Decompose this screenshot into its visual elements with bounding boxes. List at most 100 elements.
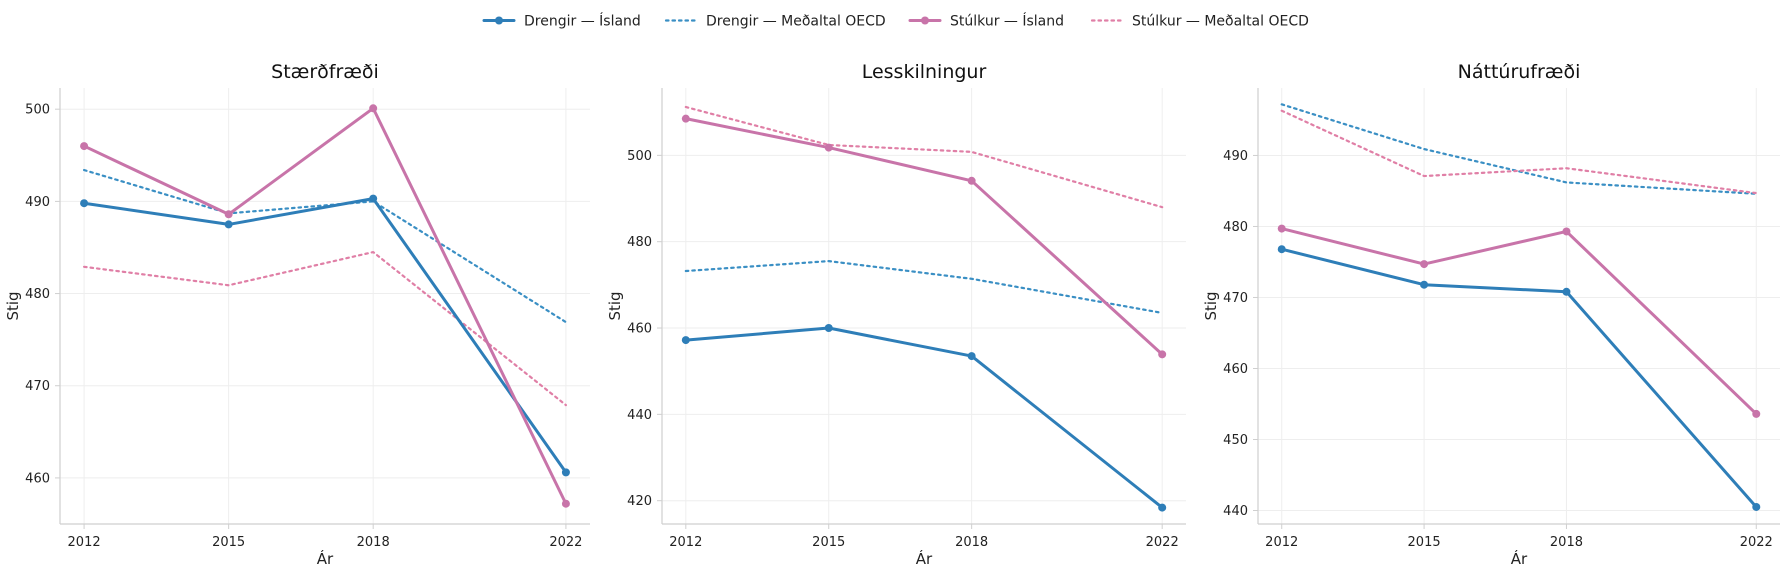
x-tick-label: 2015 (1408, 535, 1441, 550)
series-line (82, 168, 568, 324)
data-point (1420, 280, 1429, 289)
y-tick-label: 470 (25, 379, 50, 394)
data-point (224, 210, 233, 219)
x-tick-label: 2012 (68, 535, 101, 550)
series-drengir-medaltal-oecd (684, 260, 1164, 315)
data-point (80, 142, 89, 151)
series-stulkur-medaltal-oecd (684, 105, 1164, 209)
data-point (1158, 503, 1167, 512)
legend-item-drengir-medaltal-oecd: Drengir — Meðaltal OECD (664, 14, 886, 30)
legend-item-drengir-island: Drengir — Ísland (482, 13, 641, 30)
panel-title: Stærðfræði (271, 61, 379, 83)
x-tick-label: 2012 (669, 535, 702, 550)
series-drengir-island (80, 194, 570, 477)
legend-label: Drengir — Ísland (524, 13, 641, 30)
legend-marker (921, 16, 929, 25)
series-line (82, 197, 568, 474)
x-axis-label: Ár (317, 549, 334, 568)
data-point (1158, 350, 1167, 359)
y-tick-label: 480 (627, 235, 652, 250)
data-point (681, 336, 690, 345)
panel-title: Lesskilningur (862, 61, 987, 83)
series-line (82, 250, 568, 407)
legend-label: Stúlkur — Meðaltal OECD (1132, 14, 1309, 30)
y-axis-label: Stig (4, 291, 22, 320)
data-point (1752, 502, 1761, 511)
data-point (1562, 287, 1571, 296)
series-stulkur-island (80, 104, 570, 508)
data-point (224, 220, 233, 229)
data-point (967, 352, 976, 361)
x-axis-label: Ár (1511, 549, 1528, 568)
series-drengir-island (681, 324, 1167, 512)
x-tick-label: 2022 (549, 535, 582, 550)
legend: Drengir — Ísland Drengir — Meðaltal OECD S… (482, 13, 1309, 30)
series-stulkur-island (1277, 224, 1761, 418)
series-line (1280, 103, 1758, 195)
x-tick-label: 2015 (812, 535, 845, 550)
legend-item-stulkur-island: Stúlkur — Ísland (908, 13, 1064, 30)
data-point (824, 143, 833, 152)
series-stulkur-medaltal-oecd (1280, 109, 1758, 195)
y-tick-label: 490 (1223, 149, 1248, 164)
y-tick-label: 500 (627, 149, 652, 164)
series-line (1280, 227, 1758, 416)
data-point (1420, 260, 1429, 269)
panel-natturufraedi: 440 450 460 470 480 490 2012 2015 2018 2022 Náttúr… (1202, 61, 1780, 568)
y-tick-label: 500 (25, 103, 50, 118)
series-stulkur-medaltal-oecd (82, 250, 568, 407)
series-drengir-medaltal-oecd (1280, 103, 1758, 195)
data-point (1752, 409, 1761, 418)
y-tick-label: 460 (627, 322, 652, 337)
x-axis-label: Ár (916, 549, 933, 568)
legend-item-stulkur-medaltal-oecd: Stúlkur — Meðaltal OECD (1090, 14, 1309, 30)
y-tick-label: 480 (25, 287, 50, 302)
y-tick-label: 490 (25, 195, 50, 210)
data-point (369, 104, 378, 113)
legend-marker (495, 16, 503, 25)
y-tick-label: 470 (1223, 291, 1248, 306)
data-point (80, 199, 89, 208)
grid (662, 88, 1186, 524)
x-tick-label: 2018 (955, 535, 988, 550)
data-point (681, 114, 690, 123)
data-point (561, 499, 570, 508)
data-point (1277, 224, 1286, 233)
data-point (561, 468, 570, 477)
series-line (684, 260, 1164, 315)
panel-staerdfraedi: 460 470 480 490 500 2012 2015 2018 2022 Stærðfræð… (4, 61, 590, 568)
y-tick-label: 420 (627, 494, 652, 509)
y-tick-label: 440 (1223, 504, 1248, 519)
y-tick-label: 480 (1223, 220, 1248, 235)
x-tick-label: 2012 (1265, 535, 1298, 550)
x-tick-label: 2018 (1550, 535, 1583, 550)
y-tick-label: 450 (1223, 433, 1248, 448)
panels: 460 470 480 490 500 2012 2015 2018 2022 Stærðfræð… (4, 61, 1780, 568)
panel-title: Náttúrufræði (1458, 61, 1581, 83)
grid (60, 88, 590, 524)
series-drengir-island (1277, 245, 1761, 511)
panel-lesskilningur: 420 440 460 480 500 2012 2015 2018 2022 Lesskilni… (606, 61, 1186, 568)
series-line (684, 105, 1164, 209)
legend-label: Stúlkur — Ísland (950, 13, 1064, 30)
x-tick-label: 2018 (357, 535, 390, 550)
data-point (1277, 245, 1286, 254)
grid (1258, 88, 1780, 524)
series-line (684, 326, 1164, 510)
data-point (967, 176, 976, 185)
y-tick-label: 440 (627, 408, 652, 423)
y-axis-label: Stig (606, 291, 624, 320)
y-tick-label: 460 (1223, 362, 1248, 377)
series-drengir-medaltal-oecd (82, 168, 568, 324)
y-tick-label: 460 (25, 471, 50, 486)
series-line (1280, 109, 1758, 195)
legend-label: Drengir — Meðaltal OECD (706, 14, 886, 30)
x-tick-label: 2015 (212, 535, 245, 550)
y-axis-label: Stig (1202, 291, 1220, 320)
x-tick-label: 2022 (1146, 535, 1179, 550)
series-stulkur-island (681, 114, 1167, 359)
data-point (1562, 227, 1571, 236)
series-line (1280, 247, 1758, 509)
series-line (82, 106, 568, 506)
